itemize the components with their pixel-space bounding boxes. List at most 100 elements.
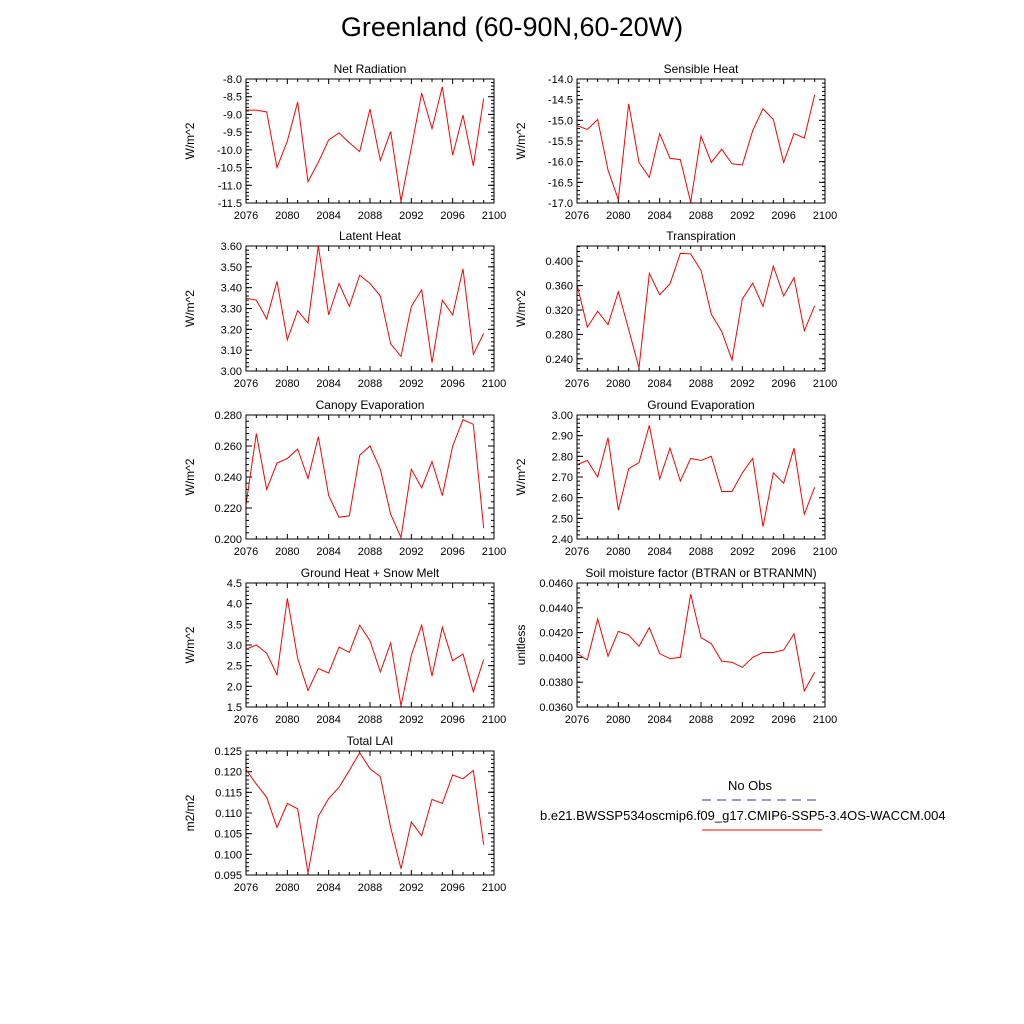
y-tick-label: 4.0 [227, 599, 242, 611]
series-line-1 [577, 425, 816, 527]
y-tick-label: 3.20 [221, 324, 242, 336]
y-tick-label: 0.100 [214, 849, 242, 861]
y-tick-label: 2.80 [552, 451, 573, 463]
x-tick-label: 2084 [647, 378, 671, 390]
x-tick-label: 2092 [399, 546, 423, 558]
y-tick-label: -16.0 [548, 157, 573, 169]
x-tick-label: 2084 [316, 714, 340, 726]
y-tick-label: 0.095 [214, 870, 242, 882]
y-tick-label: 3.30 [221, 304, 242, 316]
y-tick-label: 3.40 [221, 283, 242, 295]
chart-panel-5: Canopy Evaporation W/m^2 2076 2080 2084 2088 2… [183, 398, 506, 558]
y-tick-label: 2.90 [552, 431, 573, 443]
y-tick-label: -9.5 [223, 127, 242, 139]
x-tick-label: 2076 [565, 378, 589, 390]
x-tick-label: 2096 [771, 714, 795, 726]
chart-panel-4: Transpiration W/m^2 2076 2080 2084 2088 2092 20… [514, 229, 837, 390]
y-axis-label: W/m^2 [183, 290, 197, 327]
y-tick-label: -16.5 [548, 177, 573, 189]
plot-frame [245, 78, 495, 204]
y-tick-label: 2.0 [227, 681, 242, 693]
plot-frame [245, 414, 495, 540]
legend-entry-obs-label: No Obs [727, 778, 773, 793]
series-line-1 [246, 751, 485, 874]
y-tick-label: 1.5 [227, 702, 242, 714]
chart-panel-3: Latent Heat W/m^2 2076 2080 2084 2088 2092 2096… [183, 229, 506, 390]
x-tick-label: 2100 [482, 882, 506, 894]
panel-title: Total LAI [347, 734, 394, 748]
y-tick-label: -17.0 [548, 198, 573, 210]
x-tick-label: 2096 [771, 210, 795, 222]
y-axis-label: W/m^2 [183, 458, 197, 495]
y-tick-label: -8.0 [223, 74, 242, 86]
x-tick-label: 2088 [358, 882, 382, 894]
series-line-1 [246, 246, 485, 363]
panel-title: Net Radiation [334, 62, 407, 76]
y-axis-label: W/m^2 [514, 122, 528, 159]
panel-title: Ground Heat + Snow Melt [301, 566, 440, 580]
plot-frame [245, 245, 495, 372]
x-tick-label: 2076 [234, 714, 258, 726]
x-tick-label: 2080 [275, 210, 299, 222]
x-tick-label: 2076 [234, 378, 258, 390]
y-tick-label: -15.0 [548, 115, 573, 127]
x-tick-label: 2100 [482, 546, 506, 558]
y-tick-label: 0.120 [214, 767, 242, 779]
x-tick-label: 2092 [730, 546, 754, 558]
y-tick-label: 0.200 [214, 534, 242, 546]
plot-frame [576, 582, 826, 708]
panel-title: Transpiration [666, 229, 736, 243]
x-tick-label: 2096 [440, 378, 464, 390]
x-tick-label: 2088 [689, 210, 713, 222]
x-tick-label: 2080 [275, 378, 299, 390]
y-tick-label: 0.360 [545, 281, 573, 293]
y-tick-label: -10.5 [217, 163, 242, 175]
y-tick-label: 0.280 [545, 329, 573, 341]
y-axis-label: W/m^2 [514, 458, 528, 495]
y-tick-label: 3.50 [221, 262, 242, 274]
x-tick-label: 2076 [234, 210, 258, 222]
x-tick-label: 2092 [730, 378, 754, 390]
x-tick-label: 2096 [771, 546, 795, 558]
series-line-1 [577, 252, 816, 369]
legend-entry-model-label: b.e21.BWSSP534oscmip6.f09_g17.CMIP6-SSP5… [540, 808, 946, 823]
y-tick-label: 3.10 [221, 345, 242, 357]
legend-line-model [702, 829, 822, 831]
y-tick-label: 0.0380 [539, 677, 573, 689]
y-tick-label: -14.0 [548, 74, 573, 86]
y-tick-label: 0.320 [545, 305, 573, 317]
x-tick-label: 2088 [358, 546, 382, 558]
y-tick-label: -10.0 [217, 145, 242, 157]
y-tick-label: 2.60 [552, 493, 573, 505]
panel-title: Canopy Evaporation [316, 398, 425, 412]
x-tick-label: 2092 [399, 714, 423, 726]
panel-title: Soil moisture factor (BTRAN or BTRANMN) [585, 566, 816, 580]
y-axis-label: W/m^2 [183, 122, 197, 159]
x-tick-label: 2092 [730, 210, 754, 222]
y-tick-label: 0.110 [215, 808, 242, 820]
chart-panel-7: Ground Heat + Snow Melt W/m^2 2076 2080 2084… [183, 566, 506, 726]
x-tick-label: 2088 [689, 378, 713, 390]
x-tick-label: 2088 [358, 714, 382, 726]
plot-frame [245, 582, 495, 708]
y-tick-label: 0.240 [214, 472, 242, 484]
panel-title: Sensible Heat [664, 62, 739, 76]
y-tick-label: 3.60 [221, 241, 242, 253]
chart-panel-9: Total LAI m2/m2 2076 2080 2084 2088 2092 2096 21… [183, 734, 506, 894]
y-tick-label: 0.0400 [539, 652, 573, 664]
x-tick-label: 2100 [482, 378, 506, 390]
y-tick-label: -15.5 [548, 136, 573, 148]
x-tick-label: 2096 [771, 378, 795, 390]
x-tick-label: 2092 [730, 714, 754, 726]
y-tick-label: 3.0 [227, 640, 242, 652]
x-tick-label: 2088 [689, 546, 713, 558]
x-tick-label: 2100 [813, 546, 837, 558]
x-tick-label: 2100 [813, 378, 837, 390]
x-tick-label: 2096 [440, 546, 464, 558]
figure-title: Greenland (60-90N,60-20W) [340, 12, 684, 42]
y-tick-label: 2.70 [552, 472, 573, 484]
x-tick-label: 2100 [482, 210, 506, 222]
y-tick-label: 0.115 [215, 787, 242, 799]
